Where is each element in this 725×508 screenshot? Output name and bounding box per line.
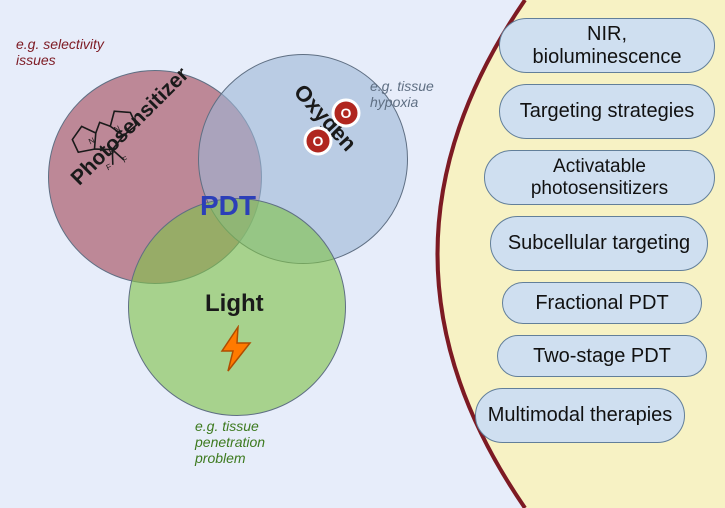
pill-label: Subcellular targeting [508, 232, 690, 255]
pill-label: Activatable photosensitizers [495, 156, 704, 200]
pill-twostage: Two-stage PDT [497, 335, 707, 377]
pill-label: Fractional PDT [535, 292, 668, 315]
annot-light: e.g. tissue penetration problem [195, 418, 305, 466]
annot-photosensitizer-text: e.g. selectivity issues [16, 36, 104, 68]
lightning-icon [216, 325, 256, 373]
pill-label: Targeting strategies [520, 100, 695, 123]
annot-oxygen: e.g. tissue hypoxia [370, 78, 450, 110]
pill-label: Two-stage PDT [533, 345, 671, 368]
svg-text:O: O [341, 105, 352, 121]
pill-subcellular: Subcellular targeting [490, 216, 708, 271]
o2-icon: O O [300, 95, 364, 159]
pill-fractional: Fractional PDT [502, 282, 702, 324]
svg-text:F: F [105, 162, 113, 172]
annot-photosensitizer: e.g. selectivity issues [16, 36, 126, 68]
svg-text:O: O [313, 133, 324, 149]
annot-oxygen-text: e.g. tissue hypoxia [370, 78, 434, 110]
pill-targeting: Targeting strategies [499, 84, 715, 139]
diagram-root: Photosensitizer Oxygen Light PDT e.g. se… [0, 0, 725, 508]
molecule-icon: N N B F F [60, 95, 152, 177]
pill-multimodal: Multimodal therapies [475, 388, 685, 443]
pill-label: Multimodal therapies [488, 404, 673, 427]
venn-center-label: PDT [200, 190, 256, 222]
svg-text:F: F [121, 154, 129, 164]
venn-label-light: Light [205, 290, 264, 318]
pill-label: NIR, bioluminescence [510, 23, 704, 69]
annot-light-text: e.g. tissue penetration problem [195, 418, 265, 466]
pill-activatable: Activatable photosensitizers [484, 150, 715, 205]
pill-nir: NIR, bioluminescence [499, 18, 715, 73]
